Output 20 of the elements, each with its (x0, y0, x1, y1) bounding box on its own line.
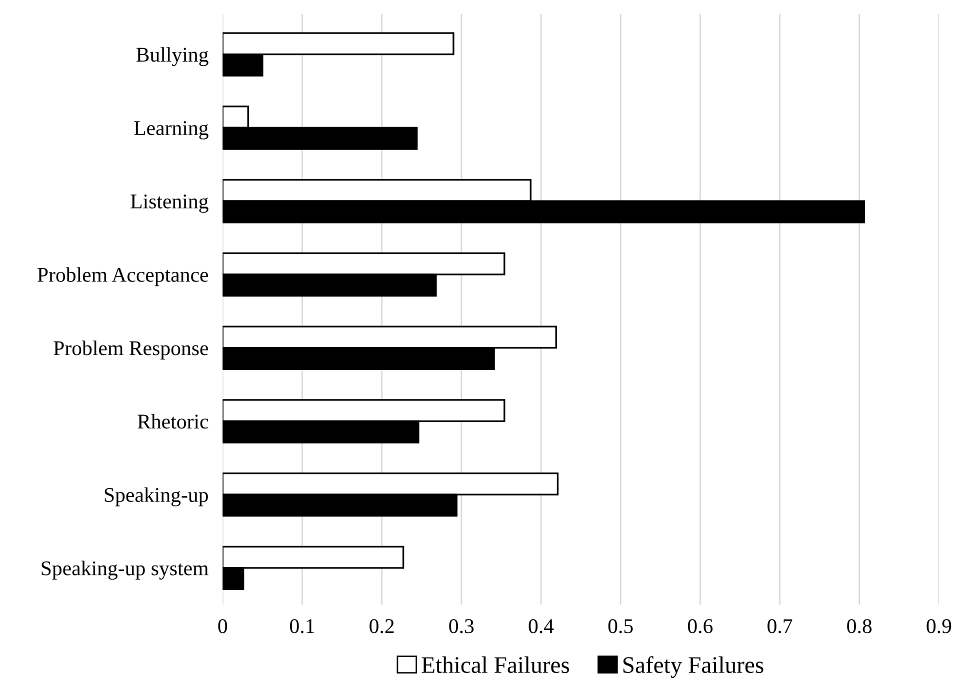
y-tick-label: Rhetoric (138, 414, 208, 429)
x-tick-label: 0.7 (768, 619, 792, 634)
x-tick-label: 0.8 (847, 619, 872, 634)
x-tick-label: 0.5 (608, 619, 633, 634)
x-tick-label: 0.6 (688, 619, 713, 634)
y-tick-label: Listening (130, 194, 208, 213)
legend-label: Ethical Failures (422, 656, 570, 674)
x-tick-label: 0.1 (290, 619, 314, 634)
x-tick-label: 0.9 (926, 619, 952, 634)
x-tick-label: 0.4 (528, 619, 554, 634)
x-tick-label: 0.2 (370, 619, 394, 634)
y-tick-label: Learning (134, 121, 208, 140)
x-tick-label: 0 (218, 619, 228, 634)
x-tick-label: 0.3 (449, 619, 474, 634)
y-tick-label: Problem Response (54, 340, 208, 360)
y-tick-label: Speaking-up (104, 487, 208, 506)
legend-label: Safety Failures (623, 656, 764, 678)
y-tick-label: Speaking-up system (42, 560, 208, 580)
y-tick-label: Problem Acceptance (38, 267, 208, 286)
y-tick-label: Bullying (136, 47, 208, 66)
